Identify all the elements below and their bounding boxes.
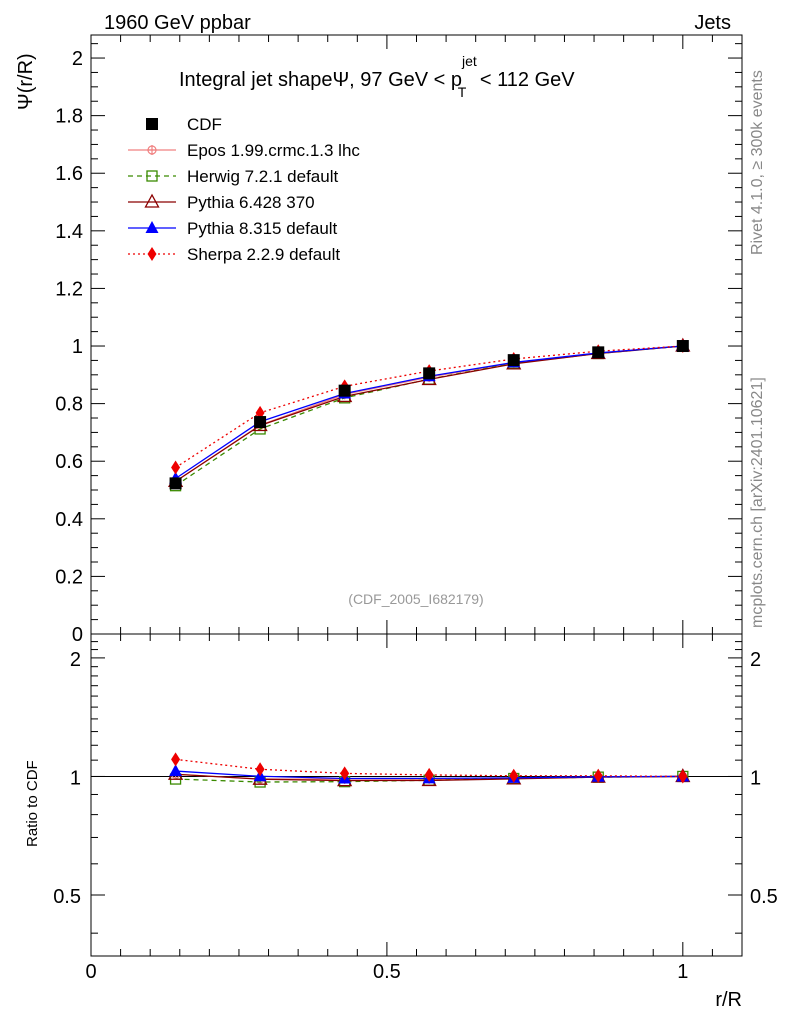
series-herwig-7-2-1-default — [169, 340, 689, 492]
legend-label: CDF — [187, 115, 222, 134]
y-tick-label: 1.2 — [55, 278, 83, 300]
ratio-series-group — [167, 752, 691, 788]
ratio-point — [678, 769, 688, 784]
ratio-point — [424, 767, 434, 782]
ratio-point — [593, 768, 603, 783]
data-point — [171, 460, 181, 475]
legend-marker — [144, 193, 160, 208]
legend-entry-sherpa-2-2-9-default: Sherpa 2.2.9 default — [128, 245, 340, 264]
y-tick-label: 1 — [72, 336, 83, 358]
x-axis: 0 0.5 1 — [85, 35, 743, 983]
data-point — [423, 367, 436, 380]
y-tick-label: 1.6 — [55, 163, 83, 185]
y-tick-label: 1.4 — [55, 221, 83, 243]
data-point — [169, 477, 182, 490]
data-point — [507, 354, 520, 367]
legend-label: Pythia 6.428 370 — [187, 193, 315, 212]
rivet-label: Rivet 4.1.0, ≥ 300k events — [749, 70, 766, 255]
header-left: 1960 GeV ppbar — [104, 12, 251, 34]
series-pythia-8-315-default — [169, 339, 690, 484]
y-tick-label: 1.8 — [55, 106, 83, 128]
x-label: r/R — [715, 989, 742, 1011]
ratio-y-tick-label: 0.5 — [53, 886, 81, 908]
ratio-point — [255, 762, 265, 777]
data-point — [676, 340, 689, 353]
legend: CDF Epos 1.99.crmc.1.3 lhc Herwig 7.2.1 de… — [128, 115, 360, 264]
mcplots-label: mcplots.cern.ch [arXiv:2401.10621] — [749, 377, 766, 628]
x-tick-label: 1 — [677, 961, 688, 983]
ratio-y-tick-label: 1 — [70, 767, 81, 789]
series-line — [175, 345, 683, 487]
ratio-y-axis: 0.5 0.5 1 1 2 2 — [53, 641, 778, 934]
chart-title-sup: jet — [461, 53, 477, 69]
data-point — [592, 346, 605, 359]
ratio-y-tick-label-right: 2 — [750, 649, 761, 671]
chart-title-main: Integral jet shapeΨ, 97 GeV < p — [179, 69, 462, 91]
ratio-plot-frame — [90, 633, 743, 957]
ratio-point — [509, 768, 519, 783]
legend-entry-cdf: CDF — [146, 115, 222, 134]
legend-marker — [147, 247, 157, 261]
legend-marker — [146, 170, 158, 182]
y-tick-label: 0.4 — [55, 509, 83, 531]
y-tick-label: 0.2 — [55, 566, 83, 588]
ratio-series-sherpa-2-2-9-default — [171, 752, 688, 784]
ratio-point — [171, 752, 181, 767]
chart-title-sub: T — [458, 84, 467, 100]
main-series-group — [167, 337, 691, 492]
series-sherpa-2-2-9-default — [171, 339, 688, 475]
legend-entry-pythia-6-428-370: Pythia 6.428 370 — [128, 193, 315, 212]
legend-label: Epos 1.99.crmc.1.3 lhc — [187, 141, 360, 160]
data-point — [254, 416, 267, 429]
y-tick-label: 2 — [72, 48, 83, 70]
y-tick-label: 0 — [72, 624, 83, 646]
legend-entry-herwig-7-2-1-default: Herwig 7.2.1 default — [128, 167, 338, 186]
main-y-label: Ψ(r/R) — [15, 53, 37, 110]
ratio-y-tick-label-right: 1 — [750, 767, 761, 789]
series-pythia-6-428-370 — [167, 337, 691, 488]
series-epos-1-99-crmc-1-3-lhc — [170, 341, 688, 487]
legend-entry-pythia-8-315-default: Pythia 8.315 default — [128, 219, 338, 238]
analysis-watermark: (CDF_2005_I682179) — [348, 591, 483, 607]
ratio-point — [169, 764, 183, 777]
series-cdf — [169, 340, 689, 490]
ratio-y-tick-label: 2 — [70, 649, 81, 671]
x-tick-label: 0.5 — [373, 961, 401, 983]
chart-title: Integral jet shapeΨ, 97 GeV < pjet T < 11… — [179, 53, 575, 100]
header-right: Jets — [694, 12, 731, 34]
y-tick-label: 0.6 — [55, 451, 83, 473]
ratio-y-tick-label-right: 0.5 — [750, 886, 778, 908]
legend-label: Herwig 7.2.1 default — [187, 167, 338, 186]
legend-entry-epos-1-99-crmc-1-3-lhc: Epos 1.99.crmc.1.3 lhc — [128, 141, 360, 160]
y-tick-label: 0.8 — [55, 394, 83, 416]
legend-marker — [145, 221, 159, 233]
ratio-point — [340, 766, 350, 781]
chart-title-tail: < 112 GeV — [474, 69, 575, 91]
main-y-axis: 0 0.2 0.4 0.6 0.8 1 1.2 1.4 1.6 1.8 2 — [55, 43, 742, 646]
ratio-y-label: Ratio to CDF — [24, 760, 41, 847]
legend-label: Sherpa 2.2.9 default — [187, 245, 340, 264]
legend-label: Pythia 8.315 default — [187, 219, 338, 238]
x-tick-label: 0 — [85, 961, 96, 983]
data-point — [338, 384, 351, 397]
legend-marker — [146, 118, 158, 130]
